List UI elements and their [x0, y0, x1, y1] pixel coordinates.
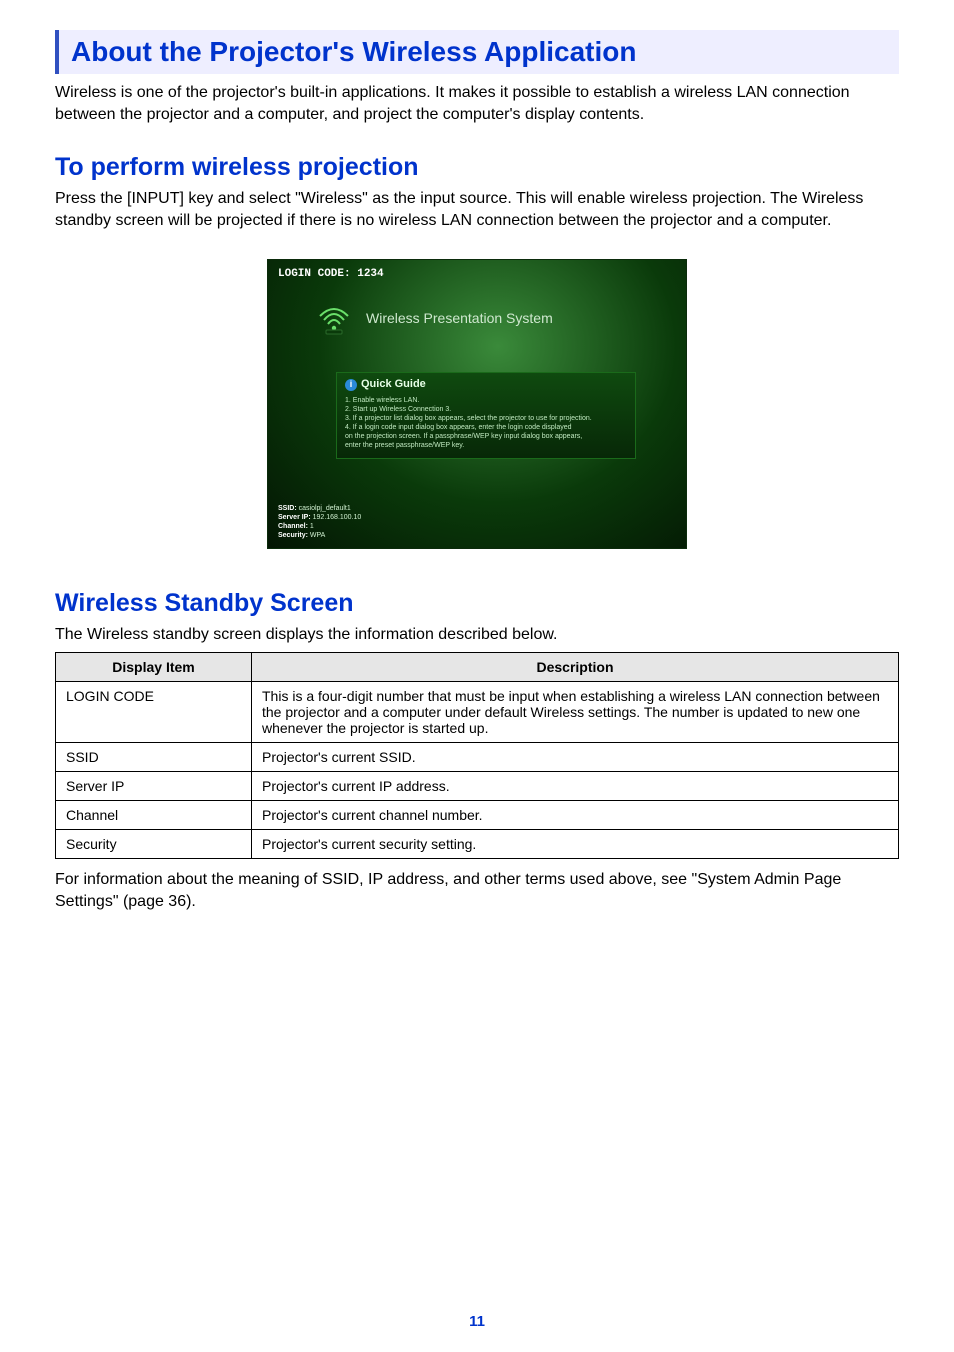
- table-cell-desc: Projector's current security setting.: [252, 829, 899, 858]
- info-ip-label: Server IP:: [278, 514, 311, 521]
- table-row: Security Projector's current security se…: [56, 829, 899, 858]
- intro-text: Wireless is one of the projector's built…: [55, 82, 899, 125]
- info-ip: 192.168.100.10: [313, 514, 362, 521]
- section-2-title: Wireless Standby Screen: [55, 589, 899, 618]
- page-number: 11: [0, 1313, 954, 1330]
- section-2-intro: The Wireless standby screen displays the…: [55, 624, 899, 646]
- standby-screenshot: LOGIN CODE: 1234 Wireless Presentation S…: [267, 259, 687, 549]
- quick-guide-line: 2. Start up Wireless Connection 3.: [345, 405, 627, 414]
- table-header-row: Display Item Description: [56, 652, 899, 681]
- table-header-display-item: Display Item: [56, 652, 252, 681]
- quick-guide-line: 1. Enable wireless LAN.: [345, 396, 627, 405]
- table-row: SSID Projector's current SSID.: [56, 742, 899, 771]
- quick-guide-line: 3. If a projector list dialog box appear…: [345, 414, 627, 423]
- quick-guide-title-row: i Quick Guide: [345, 377, 627, 391]
- table-header-description: Description: [252, 652, 899, 681]
- table-cell-item: Channel: [56, 800, 252, 829]
- table-cell-desc: This is a four-digit number that must be…: [252, 681, 899, 742]
- table-row: LOGIN CODE This is a four-digit number t…: [56, 681, 899, 742]
- quick-guide-line: enter the preset passphrase/WEP key.: [345, 441, 627, 450]
- quick-guide-line: 4. If a login code input dialog box appe…: [345, 423, 627, 432]
- info-channel-label: Channel:: [278, 523, 308, 530]
- section-1-body: Press the [INPUT] key and select "Wirele…: [55, 188, 899, 231]
- table-row: Channel Projector's current channel numb…: [56, 800, 899, 829]
- info-ssid: casiolpj_default1: [299, 505, 351, 512]
- section-1-title: To perform wireless projection: [55, 153, 899, 182]
- quick-guide-title: Quick Guide: [361, 377, 426, 391]
- table-cell-desc: Projector's current IP address.: [252, 771, 899, 800]
- table-cell-item: Server IP: [56, 771, 252, 800]
- standby-network-info: SSID: casiolpj_default1 Server IP: 192.1…: [278, 504, 361, 540]
- standby-screenshot-wrap: LOGIN CODE: 1234 Wireless Presentation S…: [55, 259, 899, 549]
- table-cell-desc: Projector's current channel number.: [252, 800, 899, 829]
- info-security: WPA: [310, 532, 325, 539]
- quick-guide-line: on the projection screen. If a passphras…: [345, 432, 627, 441]
- standby-logo-row: Wireless Presentation System: [316, 300, 553, 336]
- standby-title: Wireless Presentation System: [366, 310, 553, 326]
- standby-info-table: Display Item Description LOGIN CODE This…: [55, 652, 899, 859]
- table-cell-item: Security: [56, 829, 252, 858]
- table-row: Server IP Projector's current IP address…: [56, 771, 899, 800]
- wifi-icon: [316, 300, 352, 336]
- page-title-band: About the Projector's Wireless Applicati…: [55, 30, 899, 74]
- after-table-text: For information about the meaning of SSI…: [55, 869, 899, 912]
- table-cell-item: LOGIN CODE: [56, 681, 252, 742]
- info-security-label: Security:: [278, 532, 308, 539]
- table-cell-desc: Projector's current SSID.: [252, 742, 899, 771]
- table-cell-item: SSID: [56, 742, 252, 771]
- standby-login-code: LOGIN CODE: 1234: [278, 268, 384, 280]
- standby-quick-guide: i Quick Guide 1. Enable wireless LAN. 2.…: [336, 372, 636, 459]
- info-icon: i: [345, 379, 357, 391]
- page-title: About the Projector's Wireless Applicati…: [71, 36, 887, 68]
- info-channel: 1: [310, 523, 314, 530]
- info-ssid-label: SSID:: [278, 505, 297, 512]
